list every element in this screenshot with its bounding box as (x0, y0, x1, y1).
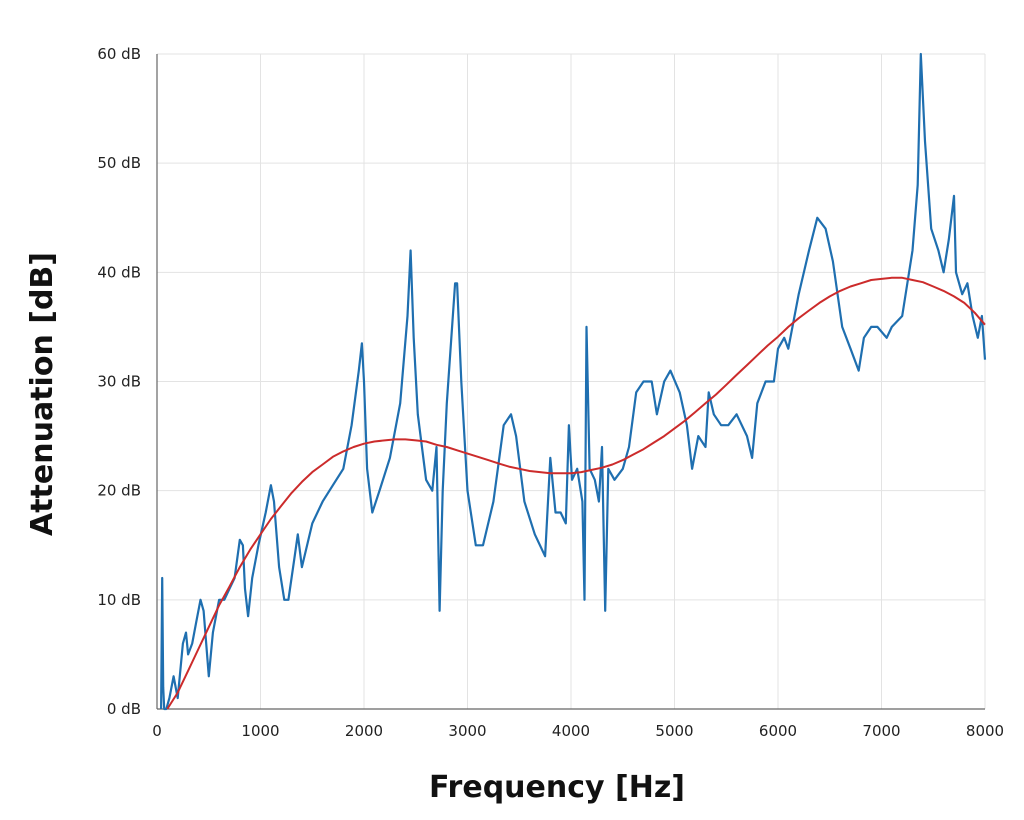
y-tick-label: 60 dB (97, 45, 141, 63)
x-tick-label: 7000 (862, 722, 900, 740)
y-tick-label: 40 dB (97, 263, 141, 281)
fit-curve-line (166, 276, 986, 710)
axes (156, 54, 985, 710)
y-tick-label: 10 dB (97, 591, 141, 609)
x-tick-label: 0 (152, 722, 162, 740)
series-layer (160, 52, 987, 711)
x-tick-label: 5000 (655, 722, 693, 740)
x-axis-title: Frequency [Hz] (429, 770, 685, 805)
y-axis-title: Attenuation [dB] (25, 252, 60, 536)
grid (157, 53, 986, 709)
measured-attenuation-line (160, 52, 987, 711)
y-tick-label: 0 dB (107, 700, 141, 718)
y-tick-label: 50 dB (97, 154, 141, 172)
x-tick-label: 4000 (552, 722, 590, 740)
x-tick-label: 1000 (241, 722, 279, 740)
y-tick-label: 30 dB (97, 373, 141, 391)
x-tick-label: 2000 (345, 722, 383, 740)
x-tick-label: 8000 (966, 722, 1004, 740)
tick-labels: 0 1000 2000 3000 4000 5000 6000 7000 8000 0 dB 10 … (97, 45, 1004, 740)
y-tick-label: 20 dB (97, 482, 141, 500)
x-tick-label: 3000 (448, 722, 486, 740)
x-tick-label: 6000 (759, 722, 797, 740)
